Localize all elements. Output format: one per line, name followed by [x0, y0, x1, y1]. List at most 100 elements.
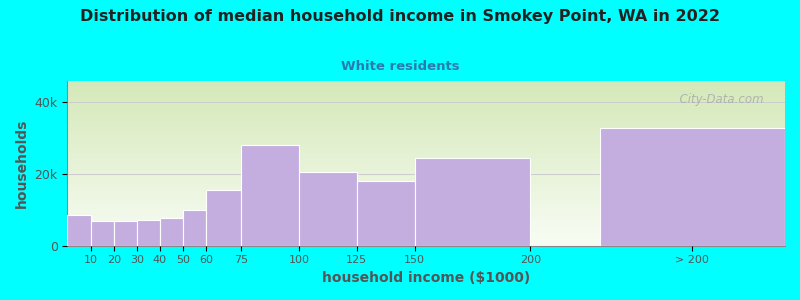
Bar [67, 189, 785, 190]
Bar [67, 134, 785, 135]
Bar [67, 232, 785, 233]
Bar [67, 164, 785, 165]
Bar [67, 174, 785, 175]
Bar [67, 240, 785, 241]
Bar [67, 213, 785, 214]
Bar [67, 162, 785, 163]
Bar [241, 146, 299, 246]
Bar [67, 110, 785, 111]
Bar [67, 238, 785, 239]
Bar [67, 89, 785, 90]
Bar [114, 221, 137, 246]
Bar [67, 163, 785, 164]
Bar [67, 200, 785, 201]
Bar [67, 95, 785, 96]
Bar [67, 197, 785, 198]
Bar [67, 170, 785, 171]
Bar [67, 102, 785, 103]
Bar [67, 182, 785, 183]
Bar [67, 132, 785, 133]
Bar [67, 228, 785, 229]
Bar [67, 137, 785, 138]
Bar [67, 135, 785, 136]
Bar [67, 97, 785, 98]
Bar [67, 96, 785, 97]
Bar [67, 158, 785, 159]
Bar [67, 212, 785, 213]
Bar [67, 112, 785, 113]
Bar [67, 87, 785, 88]
Bar [67, 91, 785, 92]
Bar [67, 171, 785, 172]
Bar [67, 214, 785, 215]
Bar [67, 82, 785, 83]
Bar [67, 143, 785, 144]
Bar [67, 208, 785, 209]
Bar [67, 142, 785, 143]
Bar [67, 157, 785, 158]
Y-axis label: households: households [15, 119, 29, 208]
Bar [67, 154, 785, 155]
Bar [67, 233, 785, 234]
Bar [67, 223, 785, 224]
Bar [67, 234, 785, 235]
Bar [67, 226, 785, 227]
Bar [67, 88, 785, 89]
Bar [67, 109, 785, 110]
Bar [414, 158, 530, 246]
Bar [67, 167, 785, 168]
Bar [67, 217, 785, 218]
Bar [67, 220, 785, 221]
Bar [67, 85, 785, 86]
Bar [67, 224, 785, 225]
Bar [67, 166, 785, 167]
Bar [67, 237, 785, 238]
Bar [67, 148, 785, 149]
Bar [67, 106, 785, 107]
Bar [67, 185, 785, 186]
Bar [67, 155, 785, 156]
Bar [67, 206, 785, 207]
Bar [67, 101, 785, 102]
Bar [67, 160, 785, 161]
Bar [67, 139, 785, 140]
Bar [67, 128, 785, 129]
Bar [67, 92, 785, 93]
Bar [67, 231, 785, 232]
Bar [67, 186, 785, 187]
Bar [67, 145, 785, 146]
Bar [67, 201, 785, 202]
Bar [67, 84, 785, 85]
Bar [67, 188, 785, 189]
Bar [67, 129, 785, 130]
Bar [67, 177, 785, 178]
Bar [67, 183, 785, 184]
Bar [67, 239, 785, 240]
Bar [67, 105, 785, 106]
Bar [67, 173, 785, 174]
Bar [67, 244, 785, 245]
Bar [90, 221, 114, 246]
Bar [67, 211, 785, 212]
Bar [67, 242, 785, 243]
Bar [67, 130, 785, 131]
Bar [67, 159, 785, 160]
Bar [67, 198, 785, 199]
Bar [67, 136, 785, 137]
Bar [67, 165, 785, 166]
Bar [67, 243, 785, 244]
Bar [67, 114, 785, 115]
Bar [67, 209, 785, 210]
Bar [67, 225, 785, 226]
Bar [67, 168, 785, 169]
Bar [67, 117, 785, 118]
Bar [67, 153, 785, 154]
Bar [67, 104, 785, 105]
Bar [67, 98, 785, 99]
Bar [67, 86, 785, 87]
Bar [67, 90, 785, 91]
Bar [67, 203, 785, 204]
Bar [67, 151, 785, 152]
Bar [67, 176, 785, 177]
Bar [67, 191, 785, 192]
